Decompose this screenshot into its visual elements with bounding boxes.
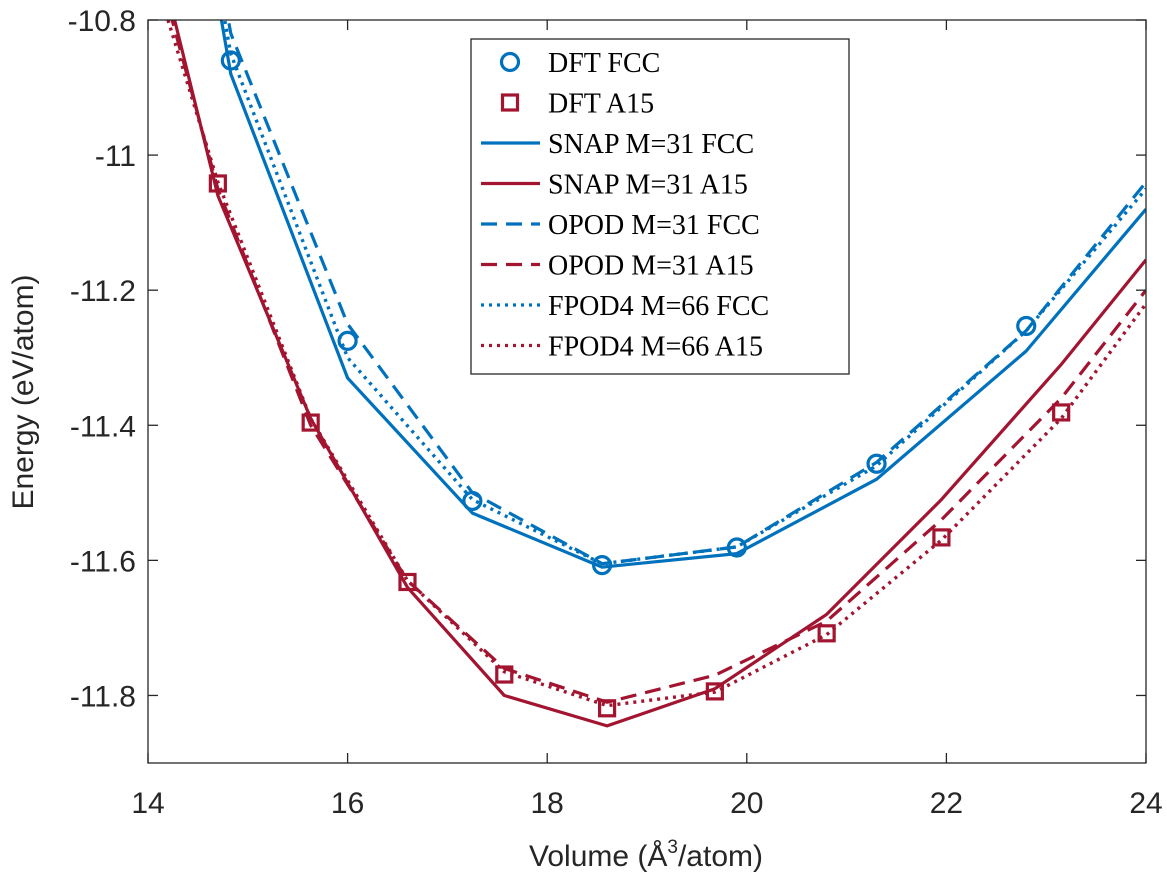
y-tick-label: -11.6: [70, 545, 136, 578]
legend-swatch: [499, 51, 521, 73]
point-dft-a15: [398, 572, 417, 592]
legend-swatch: [500, 93, 520, 112]
point-dft-a15: [705, 682, 724, 701]
series-layer: [166, 20, 1146, 728]
x-axis-label: Volume (Å3/atom): [529, 837, 763, 873]
legend-item-fpod4-m-66-fcc: FPOD4 M=66 FCC: [481, 291, 769, 322]
x-tick-label: 18: [531, 787, 564, 820]
legend-item-snap-m-31-a15: SNAP M=31 A15: [481, 170, 748, 201]
point-dft-a15: [208, 174, 227, 193]
point-dft-fcc: [1016, 315, 1037, 337]
point-dft-a15: [301, 413, 320, 432]
point-dft-fcc: [591, 554, 613, 576]
legend-item-dft-a15: DFT A15: [500, 89, 654, 120]
axes-layer: 14 16 18 20 22 24 -10.8 -11 -11.2 -11.4 -11.6 -11.8: [68, 5, 1163, 820]
series-line-opod-m-31-fcc: [226, 20, 1146, 566]
legend-item-opod-m-31-a15: OPOD M=31 A15: [481, 251, 754, 282]
legend-item-snap-m-31-fcc: SNAP M=31 FCC: [481, 129, 754, 160]
point-dft-fcc: [462, 490, 483, 512]
x-tick-label: 14: [131, 787, 164, 820]
point-dft-a15: [1052, 403, 1071, 422]
series-line-snap-m-31-fcc: [219, 20, 1146, 569]
y-tick-label: -11.4: [70, 410, 136, 443]
point-dft-a15: [817, 624, 836, 643]
legend-box: [470, 38, 850, 375]
point-dft-a15: [932, 528, 951, 547]
legend-label: OPOD M=31 A15: [548, 251, 754, 282]
point-dft-fcc: [337, 330, 358, 351]
point-dft-fcc: [866, 453, 887, 474]
plot-frame: [147, 19, 1147, 764]
legend-item-dft-fcc: DFT FCC: [499, 48, 660, 79]
legend-label: OPOD M=31 FCC: [548, 210, 760, 241]
y-axis-label: Energy (eV/atom): [7, 274, 40, 509]
point-dft-a15: [597, 699, 617, 718]
legend-label: FPOD4 M=66 FCC: [548, 291, 769, 322]
legend: DFT FCC DFT A15 SNAP M=31 FCC SNAP M=31 A15…: [470, 38, 850, 375]
legend-label: SNAP M=31 A15: [548, 170, 748, 201]
legend-item-opod-m-31-fcc: OPOD M=31 FCC: [481, 210, 760, 241]
legend-label: SNAP M=31 FCC: [548, 129, 754, 160]
point-dft-a15: [495, 665, 514, 684]
x-tick-label: 20: [730, 787, 763, 820]
y-tick-label: -11.8: [70, 680, 136, 713]
y-tick-label: -10.8: [68, 5, 136, 38]
x-tick-label: 16: [331, 787, 364, 820]
x-tick-label: 22: [930, 787, 963, 820]
point-dft-fcc: [220, 50, 241, 71]
series-line-fpod4-m-66-a15: [166, 20, 1146, 708]
legend-label: FPOD4 M=66 A15: [548, 332, 763, 363]
legend-item-fpod4-m-66-a15: FPOD4 M=66 A15: [481, 332, 763, 363]
x-tick-label: 24: [1129, 787, 1162, 820]
y-tick-label: -11.2: [70, 275, 136, 308]
y-tick-label: -11: [95, 140, 136, 173]
legend-label: DFT A15: [548, 89, 654, 120]
point-dft-fcc: [726, 537, 747, 558]
legend-label: DFT FCC: [548, 48, 660, 79]
